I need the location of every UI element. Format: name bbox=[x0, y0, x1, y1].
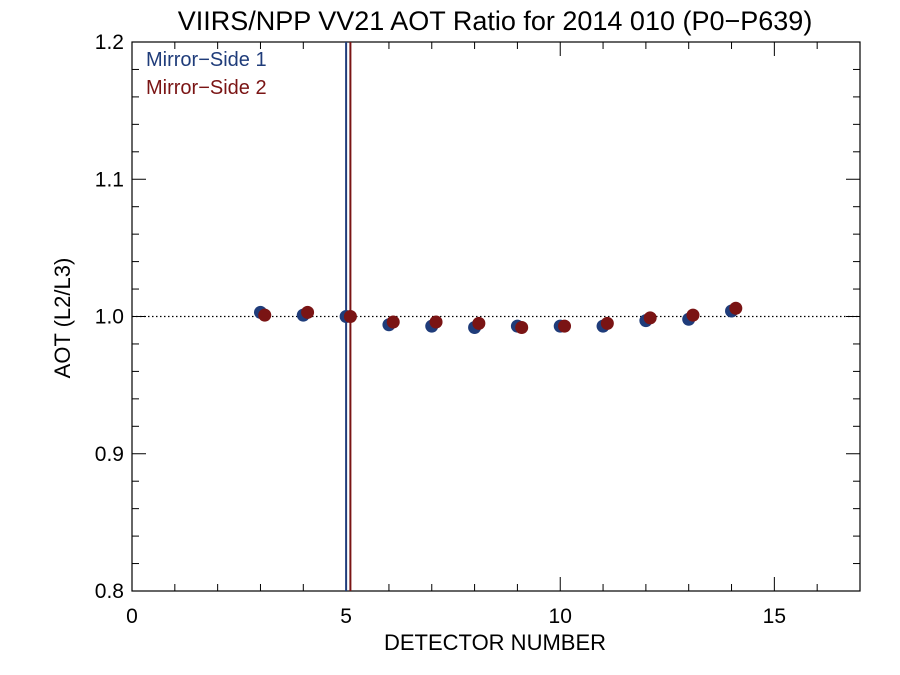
mirror-side-2-point bbox=[643, 311, 657, 325]
mirror-side-2-point bbox=[515, 320, 529, 334]
mirror-side-2-point bbox=[558, 319, 572, 333]
x-tick-label: 0 bbox=[126, 605, 138, 628]
mirror-side-2-point bbox=[600, 316, 614, 330]
x-tick-label: 15 bbox=[763, 605, 786, 628]
legend-label: Mirror−Side 1 bbox=[146, 49, 267, 71]
plot-area: 0 5 10 15 0.8 0.9 1.0 1.1 1.2 Mirror−Side 1 Mirror… bbox=[95, 31, 861, 628]
x-tick-label: 10 bbox=[549, 605, 572, 628]
x-axis-label: DETECTOR NUMBER bbox=[384, 630, 606, 655]
y-tick-label: 1.2 bbox=[95, 31, 124, 54]
mirror-side-2-point bbox=[258, 308, 272, 322]
x-tick-label: 5 bbox=[340, 605, 352, 628]
mirror-side-2-point bbox=[429, 315, 443, 329]
y-tick-label: 1.1 bbox=[95, 168, 124, 191]
mirror-side-2-point bbox=[729, 301, 743, 315]
chart-title: VIIRS/NPP VV21 AOT Ratio for 2014 010 (P… bbox=[178, 6, 813, 36]
mirror-side-2-point bbox=[472, 316, 486, 330]
mirror-side-2-point bbox=[301, 305, 315, 319]
mirror-side-2-point bbox=[686, 308, 700, 322]
y-tick-label: 0.9 bbox=[95, 443, 124, 466]
mirror-side-2-point bbox=[386, 315, 400, 329]
y-tick-label: 1.0 bbox=[95, 306, 124, 329]
mirror-side-2-point bbox=[343, 310, 357, 323]
y-tick-label: 0.8 bbox=[95, 580, 124, 603]
y-axis-label: AOT (L2/L3) bbox=[50, 258, 75, 379]
legend-label: Mirror−Side 2 bbox=[146, 77, 267, 99]
